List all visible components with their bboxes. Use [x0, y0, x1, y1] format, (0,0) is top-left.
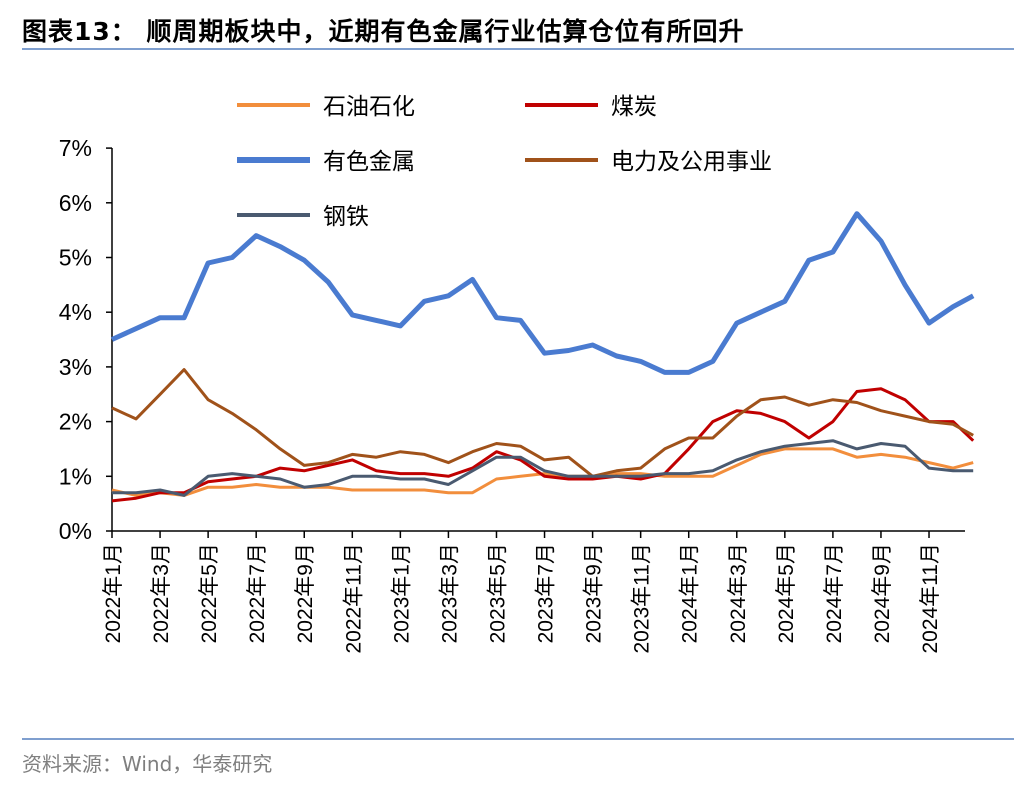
- series-line-0: [111, 447, 974, 497]
- x-tick-label: 2023年5月: [486, 543, 509, 643]
- x-tick-label: 2023年11月: [631, 543, 654, 654]
- x-tick-label: 2024年7月: [823, 543, 846, 643]
- x-tick-label: 2022年5月: [198, 543, 221, 643]
- series-line-4: [112, 439, 974, 497]
- legend-label: 钢铁: [323, 204, 369, 230]
- y-tick-label: 6%: [59, 190, 92, 216]
- legend-label: 有色金属: [323, 149, 415, 175]
- x-tick-label: 2023年3月: [438, 543, 461, 643]
- legend-label: 煤炭: [611, 94, 657, 120]
- x-tick-label: 2023年7月: [535, 543, 558, 643]
- x-tick-label: 2022年3月: [150, 543, 173, 643]
- legend-item-4: 钢铁: [237, 204, 369, 230]
- legend-item-1: 煤炭: [525, 94, 657, 120]
- legend-item-2: 有色金属: [237, 149, 415, 175]
- legend-label: 石油石化: [323, 94, 415, 120]
- y-tick-label: 1%: [59, 463, 92, 489]
- legend-label: 电力及公用事业: [611, 149, 772, 175]
- title-rule: [22, 48, 1014, 50]
- y-tick-label: 7%: [59, 135, 92, 161]
- legend-item-0: 石油石化: [237, 94, 415, 120]
- y-tick-label: 4%: [59, 299, 92, 325]
- y-tick-label: 3%: [59, 354, 92, 380]
- x-tick-label: 2024年3月: [727, 543, 750, 643]
- x-tick-label: 2024年9月: [871, 543, 894, 643]
- x-tick-label: 2023年9月: [583, 543, 606, 643]
- y-tick-label: 0%: [59, 518, 92, 544]
- legend-item-3: 电力及公用事业: [525, 149, 772, 175]
- x-tick-label: 2022年9月: [294, 543, 317, 643]
- source-rule: [22, 738, 1014, 740]
- x-tick-label: 2023年1月: [390, 543, 413, 643]
- x-tick-label: 2024年5月: [775, 543, 798, 643]
- series-line-2: [110, 211, 975, 375]
- x-tick-label: 2022年7月: [246, 543, 269, 643]
- x-tick-label: 2024年1月: [679, 543, 702, 643]
- series-line-3: [111, 368, 974, 478]
- x-tick-label: 2024年11月: [919, 543, 942, 654]
- y-tick-label: 5%: [59, 245, 92, 271]
- y-tick-label: 2%: [59, 409, 92, 435]
- x-tick-label: 2022年1月: [102, 543, 125, 643]
- source-note: 资料来源：Wind，华泰研究: [22, 752, 273, 776]
- x-tick-label: 2022年11月: [342, 543, 365, 654]
- figure-title: 图表13： 顺周期板块中，近期有色金属行业估算仓位有所回升: [22, 17, 745, 46]
